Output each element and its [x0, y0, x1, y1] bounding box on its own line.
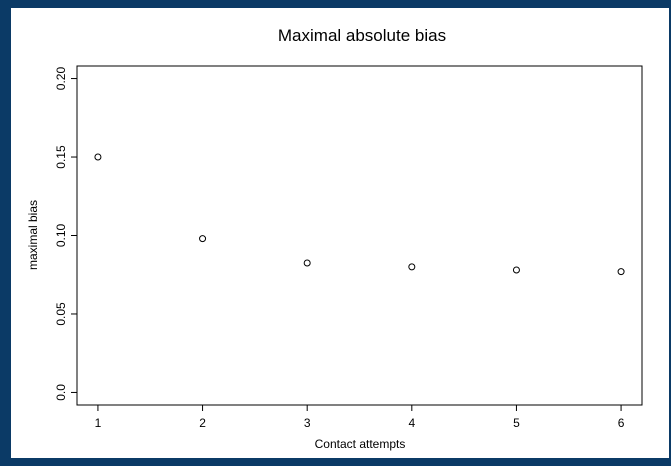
- y-axis-label: maximal bias: [26, 200, 40, 270]
- point: [408, 263, 416, 271]
- point: [199, 235, 207, 243]
- point: [303, 259, 311, 267]
- x-axis-label: Contact attempts: [315, 437, 406, 451]
- x-tick-label: 4: [408, 416, 415, 430]
- y-tick-label: 0.20: [54, 67, 68, 91]
- x-tick-label: 6: [618, 416, 625, 430]
- x-tick-label: 1: [95, 416, 102, 430]
- x-tick-label: 2: [199, 416, 206, 430]
- y-tick-label: 0.10: [54, 223, 68, 247]
- background: [11, 8, 669, 458]
- y-tick-label: 0.05: [54, 302, 68, 326]
- x-tick-label: 5: [513, 416, 520, 430]
- point: [94, 153, 102, 161]
- y-tick-label: 0.0: [54, 384, 68, 401]
- chart-title: Maximal absolute bias: [278, 26, 446, 45]
- x-tick-label: 3: [304, 416, 311, 430]
- point: [512, 266, 520, 274]
- y-tick-label: 0.15: [54, 145, 68, 169]
- point: [617, 268, 625, 276]
